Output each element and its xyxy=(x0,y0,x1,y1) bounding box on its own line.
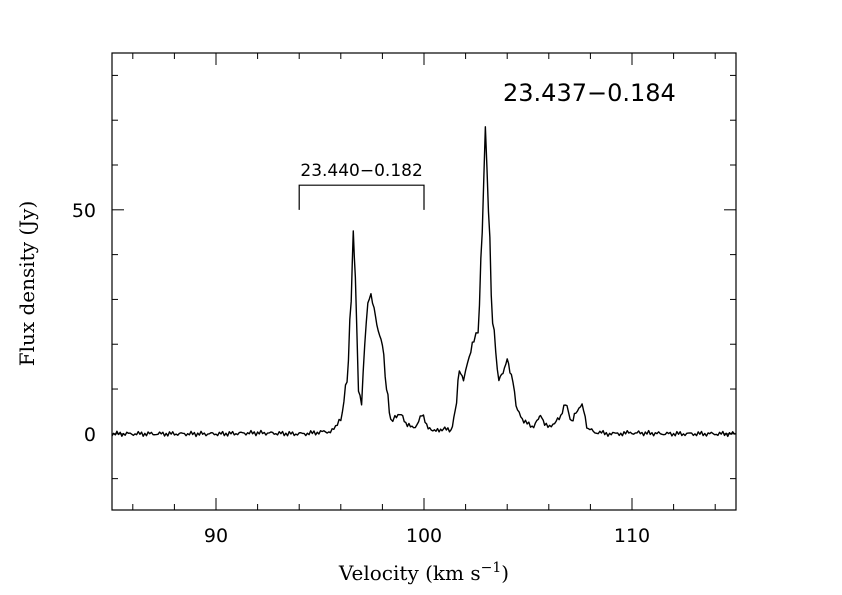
minor-ticks xyxy=(112,53,736,510)
x-tick-label: 90 xyxy=(204,525,228,547)
x-tick-label: 100 xyxy=(406,525,442,547)
spectrum-line xyxy=(111,126,737,438)
x-axis-title-superscript: −1 xyxy=(481,560,502,576)
chart-title: 23.437−0.184 xyxy=(503,79,676,107)
x-tick-label: 110 xyxy=(614,525,650,547)
y-axis-title: Flux density (Jy) xyxy=(15,201,39,367)
y-tick-labels: 0 50 xyxy=(72,200,96,446)
annotation-label: 23.440−0.182 xyxy=(300,161,422,181)
annotation-bracket xyxy=(298,184,425,210)
x-axis-title-close: ) xyxy=(501,561,509,585)
major-ticks xyxy=(112,53,736,510)
x-axis-title: Velocity (km s−1) xyxy=(338,560,509,585)
y-tick-label: 50 xyxy=(72,200,96,222)
y-tick-label: 0 xyxy=(84,424,96,446)
x-tick-labels: 90 100 110 xyxy=(204,525,650,547)
plot-frame xyxy=(111,52,737,511)
x-axis-title-text: Velocity (km s xyxy=(338,561,481,585)
